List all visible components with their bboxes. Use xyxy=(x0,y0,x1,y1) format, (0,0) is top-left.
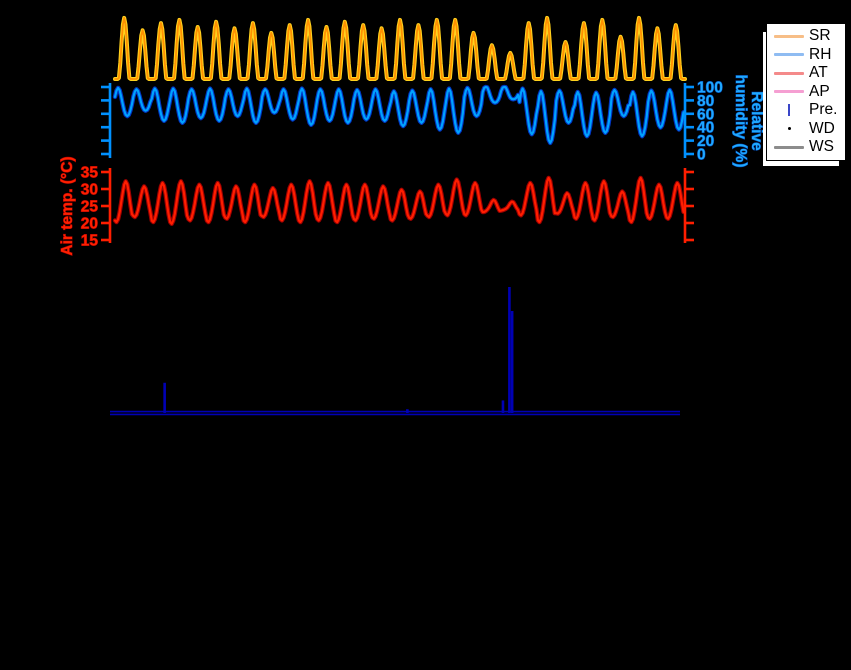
at-axis-right xyxy=(683,168,694,243)
svg-text:60: 60 xyxy=(697,106,714,123)
at-axis-title: Air temp. (°C) xyxy=(59,156,77,256)
at-series xyxy=(112,175,686,227)
legend-item-sr: SR xyxy=(771,27,841,46)
svg-text:0: 0 xyxy=(697,147,706,164)
svg-text:25: 25 xyxy=(81,199,99,216)
svg-text:80: 80 xyxy=(697,93,714,110)
svg-text:20: 20 xyxy=(81,216,98,233)
legend-item-at: AT xyxy=(771,64,841,83)
legend-item-pre: Pre. xyxy=(771,101,841,120)
rh-axis-title-text: Relativehumidity (%) xyxy=(732,75,765,168)
rh-axis-left xyxy=(101,83,112,158)
legend-label: RH xyxy=(809,45,832,63)
svg-text:40: 40 xyxy=(697,120,714,137)
ws-legend-marker-icon xyxy=(771,145,807,149)
pre-legend-marker-icon xyxy=(771,104,807,117)
wd-legend-marker-icon xyxy=(771,127,807,131)
legend-label: AP xyxy=(809,82,830,100)
precip-series xyxy=(110,287,680,416)
svg-text:20: 20 xyxy=(697,133,714,150)
svg-text:Air temp. (°C): Air temp. (°C) xyxy=(59,156,76,255)
legend-label: AT xyxy=(809,64,828,82)
svg-text:30: 30 xyxy=(81,182,98,199)
legend: SR RH AT AP Pre. WD WS xyxy=(766,23,846,161)
rh-axis-title: Relativehumidity (%) xyxy=(732,74,766,168)
rh-series xyxy=(112,84,686,146)
legend-label: WD xyxy=(809,119,835,137)
at-legend-marker-icon xyxy=(771,71,807,75)
svg-text:15: 15 xyxy=(81,233,99,250)
legend-item-wd: WD xyxy=(771,120,841,139)
svg-text:100: 100 xyxy=(697,80,723,97)
legend-item-rh: RH xyxy=(771,46,841,65)
legend-label: Pre. xyxy=(809,101,838,119)
sr-series xyxy=(113,15,687,81)
rh-legend-marker-icon xyxy=(771,53,807,57)
ap-legend-marker-icon xyxy=(771,90,807,94)
legend-label: WS xyxy=(809,138,834,156)
legend-item-ap: AP xyxy=(771,83,841,102)
svg-text:35: 35 xyxy=(81,165,99,182)
legend-label: SR xyxy=(809,27,831,45)
sr-legend-marker-icon xyxy=(771,34,807,38)
legend-item-ws: WS xyxy=(771,138,841,157)
